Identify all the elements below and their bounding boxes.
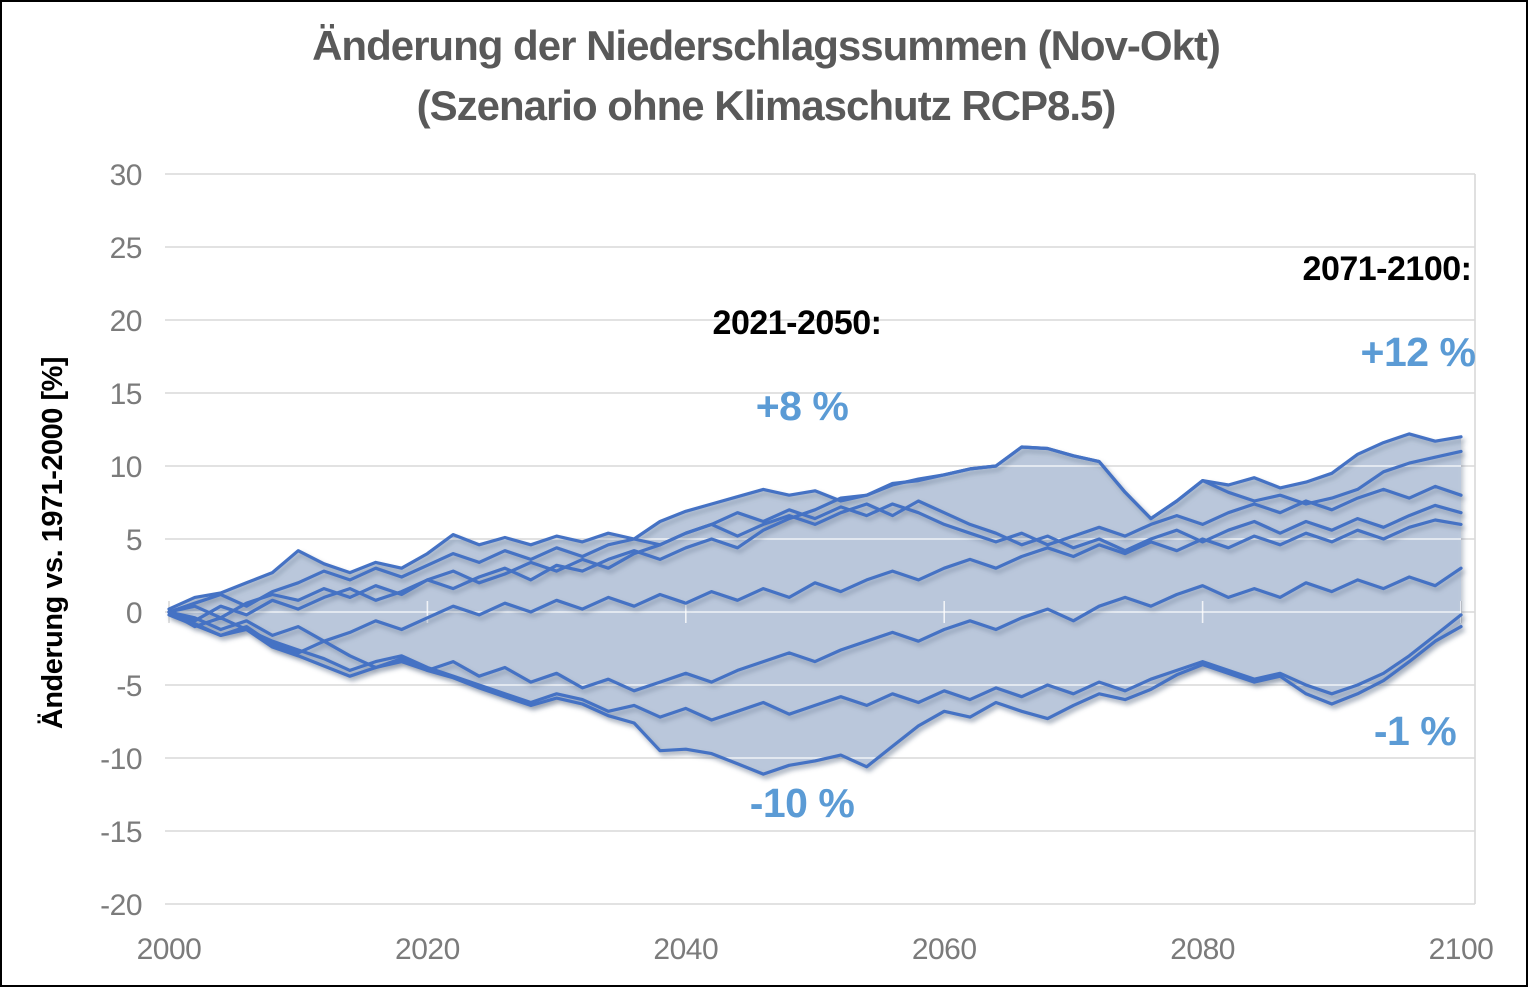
run-line-run-5 <box>167 566 1463 693</box>
x-tick-label: 2040 <box>653 933 718 966</box>
annotation-max-2071-2100: +12 % <box>1360 329 1476 375</box>
annotation-min-2071-2100: -1 % <box>1373 708 1457 754</box>
y-tick-label: 30 <box>110 159 142 192</box>
annotation-max-2021-2050: +8 % <box>755 383 849 429</box>
x-tick-label: 2020 <box>395 933 460 966</box>
x-tick-label: 2080 <box>1170 933 1235 966</box>
x-tick-label: 2060 <box>912 933 977 966</box>
run-line-run-6 <box>167 610 1463 722</box>
y-tick-label: 10 <box>110 451 142 484</box>
y-tick-label: -20 <box>100 889 142 922</box>
chart-title-line1: Änderung der Niederschlagssummen (Nov-Ok… <box>312 22 1221 69</box>
axis-tick-labels: 30 25 20 15 10 5 0 -5 -10 -15 -20 2000 2020 2040 2060 2… <box>100 159 1494 966</box>
y-axis-title: Änderung vs. 1971-2000 [%] <box>37 356 69 730</box>
y-tick-label: 0 <box>126 597 142 630</box>
run-line-run-1 <box>167 445 1463 620</box>
y-tick-label: 25 <box>110 232 142 265</box>
annotation-min-2021-2050: -10 % <box>749 780 855 826</box>
annotation-period-2021-2050: 2021-2050: <box>712 304 882 342</box>
chart-title-line2: (Szenario ohne Klimaschutz RCP8.5) <box>416 81 1117 129</box>
run-line-run-3 <box>167 499 1463 614</box>
chart-title: Änderung der Niederschlagssummen (Nov-Ok… <box>2 16 1526 135</box>
y-tick-label: 15 <box>110 378 142 411</box>
ensemble-band <box>169 433 1461 775</box>
y-tick-label: -15 <box>100 816 142 849</box>
y-tick-label: 20 <box>110 305 142 338</box>
band-upper-edge <box>167 432 1463 611</box>
y-tick-label: 5 <box>126 524 142 557</box>
x-tick-label: 2000 <box>137 933 202 966</box>
run-line-run-2 <box>167 484 1463 623</box>
run-line-run-4 <box>167 518 1463 643</box>
ensemble-runs <box>167 432 1463 776</box>
y-tick-label: -10 <box>100 743 142 776</box>
annotation-period-2071-2100: 2071-2100: <box>1302 250 1472 288</box>
x-tick-label: 2100 <box>1429 933 1494 966</box>
y-tick-label: -5 <box>116 670 142 703</box>
